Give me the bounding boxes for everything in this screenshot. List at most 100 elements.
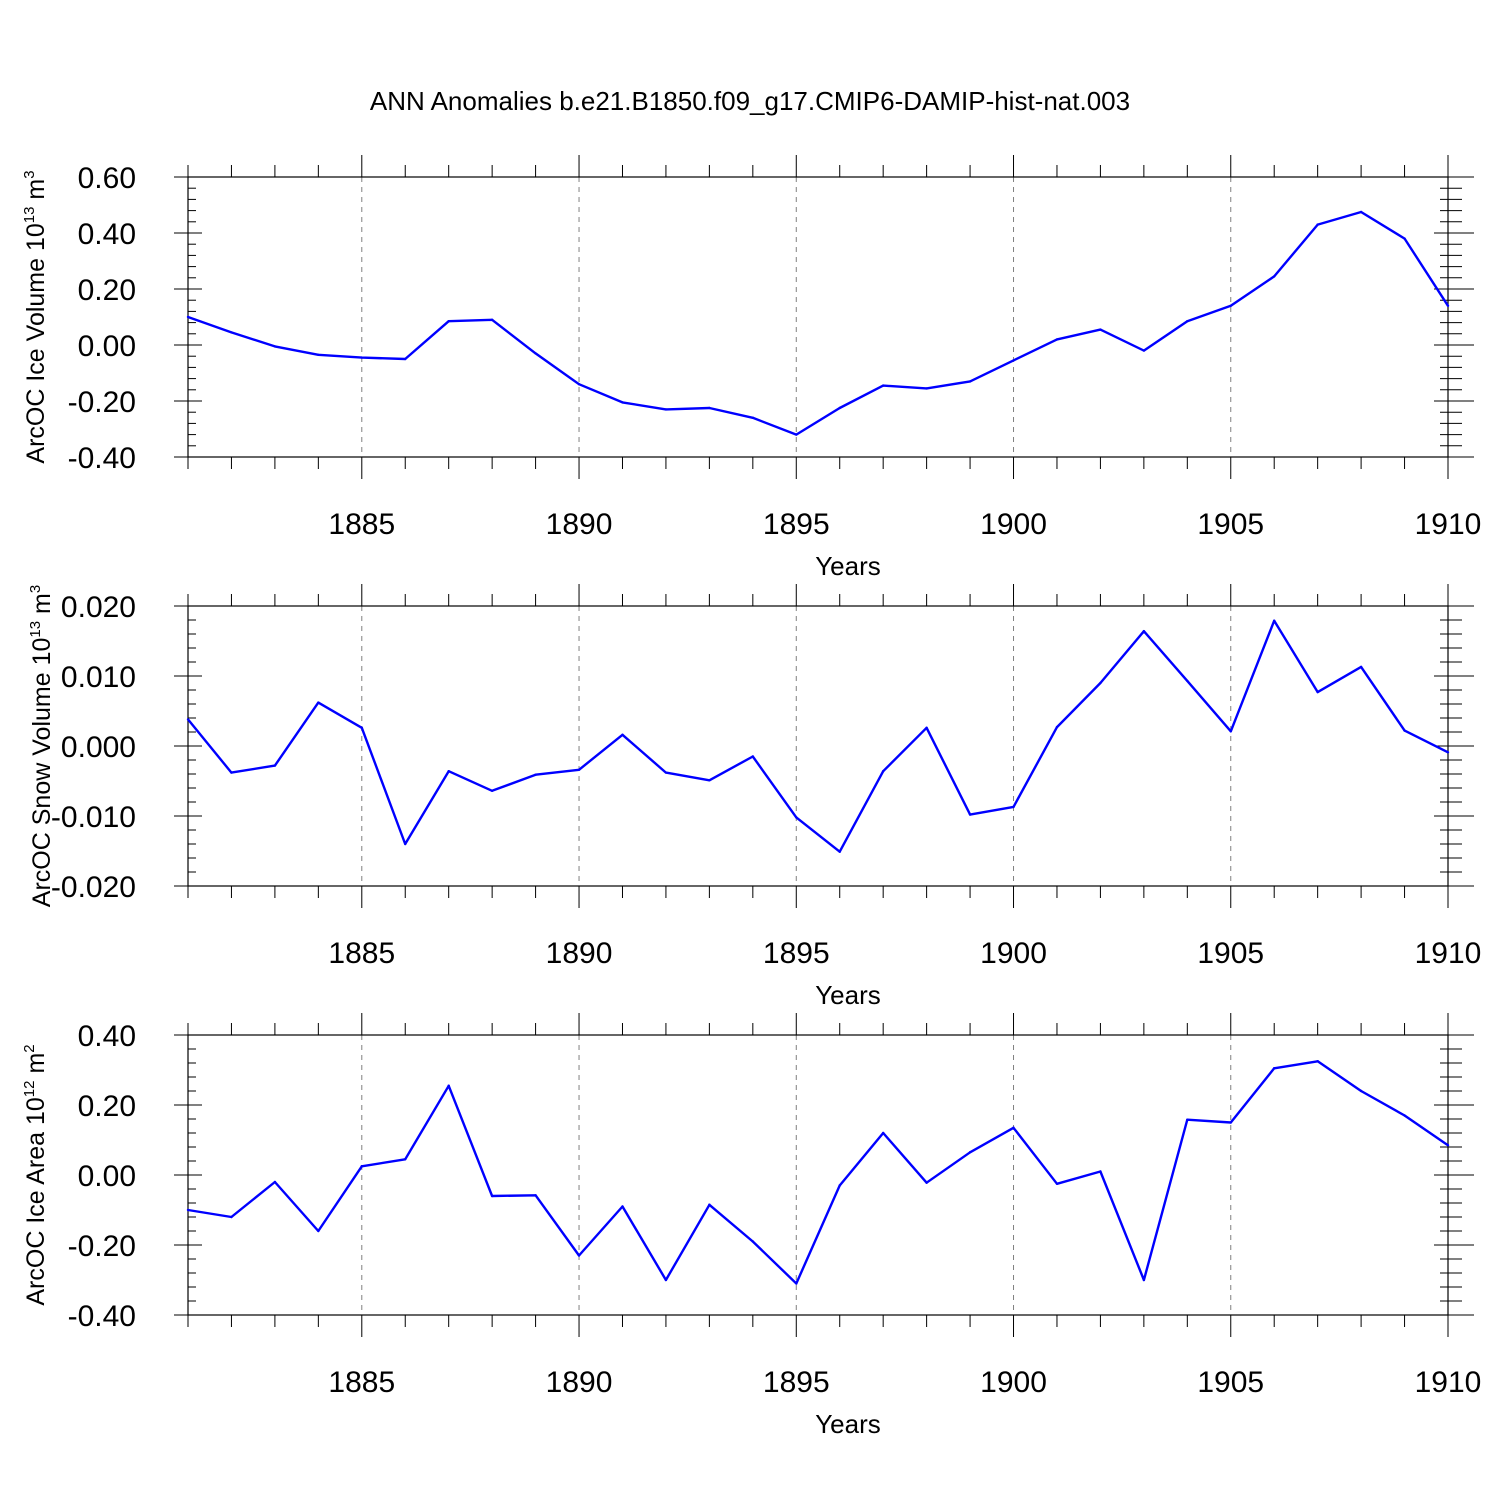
data-point	[838, 1184, 841, 1187]
data-point	[534, 773, 537, 776]
data-point	[708, 406, 711, 410]
data-point	[534, 1194, 537, 1197]
data-point	[1359, 1089, 1363, 1093]
x-axis-label: Years	[815, 1409, 881, 1439]
x-tick-label: 1900	[980, 508, 1047, 541]
data-point	[490, 318, 494, 321]
chart-panel-3: -0.40 -0.20 0.00 0.20 0.40 1885 1890 1895 1900 19…	[21, 1013, 1481, 1439]
data-point	[1273, 619, 1276, 622]
data-point	[795, 433, 798, 436]
y-tick-label: 0.00	[78, 1160, 136, 1193]
x-tick-label: 1900	[980, 1366, 1047, 1399]
data-point	[881, 384, 885, 387]
y-tick-label: 0.40	[78, 218, 136, 251]
y-tick-label: 0.60	[78, 162, 136, 195]
y-tick-label: 0.20	[78, 1090, 136, 1123]
data-point	[230, 1215, 233, 1219]
data-point	[1186, 320, 1189, 323]
data-point	[186, 315, 190, 319]
data-point	[317, 353, 320, 356]
data-point	[925, 726, 928, 729]
data-point	[1186, 679, 1189, 683]
data-point	[404, 357, 407, 361]
data-point	[360, 1165, 363, 1168]
data-point	[1012, 1126, 1015, 1129]
data-point	[1229, 1121, 1232, 1124]
y-tick-label: 0.000	[61, 731, 136, 764]
data-point	[968, 1151, 972, 1154]
x-tick-label: 1890	[546, 1366, 613, 1399]
x-tick-label: 1910	[1415, 508, 1482, 541]
data-point	[838, 406, 841, 410]
y-axis-label: ArcOC Ice Volume 1013 m3	[21, 170, 50, 463]
data-point	[751, 1240, 755, 1243]
data-point	[1316, 690, 1319, 694]
data-point	[317, 701, 320, 704]
data-point	[186, 1208, 190, 1212]
data-point	[1012, 359, 1015, 362]
y-axis-label: ArcOC Snow Volume 1013 m3	[27, 585, 56, 907]
y-tick-label: -0.40	[68, 1300, 136, 1333]
x-tick-label: 1910	[1415, 937, 1482, 970]
data-point	[621, 401, 624, 404]
x-tick-label: 1900	[980, 937, 1047, 970]
data-point	[664, 1278, 668, 1282]
data-point	[1403, 1114, 1406, 1117]
plot-frame	[187, 176, 1449, 458]
data-point	[968, 813, 972, 816]
y-tick-label: 0.010	[61, 661, 136, 694]
data-point	[1359, 210, 1363, 214]
data-point	[360, 726, 363, 729]
data-point	[1186, 1118, 1189, 1121]
data-point	[1142, 630, 1146, 633]
data-point	[273, 764, 277, 767]
data-point	[795, 1282, 798, 1285]
y-tick-label: -0.20	[68, 386, 136, 419]
data-point	[795, 816, 798, 819]
y-tick-label: -0.20	[68, 1230, 136, 1263]
chart-panel-1: -0.40 -0.20 0.00 0.20 0.40 0.60 1885 1890 1895 19…	[21, 155, 1481, 581]
data-point	[1316, 223, 1319, 226]
data-point	[490, 789, 494, 792]
plot-frame	[187, 605, 1449, 887]
data-point	[751, 755, 755, 758]
data-point	[577, 768, 581, 771]
y-tick-label: -0.010	[51, 801, 136, 834]
data-point	[1229, 304, 1232, 307]
data-point	[1055, 338, 1059, 341]
series-line	[187, 210, 1450, 436]
data-point	[664, 408, 668, 411]
x-tick-label: 1905	[1197, 508, 1264, 541]
data-point	[230, 331, 233, 334]
y-axis-label: ArcOC Ice Area 1012 m2	[21, 1044, 50, 1305]
data-point	[1142, 349, 1146, 352]
data-point	[708, 779, 711, 782]
chart-panel-2: -0.020 -0.010 0.000 0.010 0.020 1885 1890 1895 1…	[27, 584, 1481, 1010]
x-tick-label: 1890	[546, 508, 613, 541]
x-tick-label: 1895	[763, 1366, 830, 1399]
data-point	[534, 352, 537, 355]
x-tick-label: 1910	[1415, 1366, 1482, 1399]
data-point	[1273, 275, 1276, 278]
plot-frame	[187, 1034, 1449, 1316]
data-point	[186, 718, 190, 721]
data-point	[1099, 1170, 1102, 1173]
x-axis-label: Years	[815, 980, 881, 1010]
data-point	[925, 387, 928, 390]
data-point	[447, 770, 450, 773]
data-point	[577, 1254, 581, 1257]
data-point	[447, 1084, 450, 1087]
x-tick-label: 1905	[1197, 1366, 1264, 1399]
x-tick-label: 1885	[328, 937, 395, 970]
data-point	[273, 1180, 277, 1184]
series-line	[187, 619, 1449, 853]
data-point	[881, 1131, 885, 1135]
data-point	[1446, 1144, 1450, 1147]
x-tick-label: 1885	[328, 1366, 395, 1399]
data-point	[230, 771, 233, 774]
data-point	[1403, 237, 1406, 240]
data-point	[490, 1194, 494, 1198]
data-point	[664, 771, 668, 774]
series-line	[187, 1060, 1449, 1285]
